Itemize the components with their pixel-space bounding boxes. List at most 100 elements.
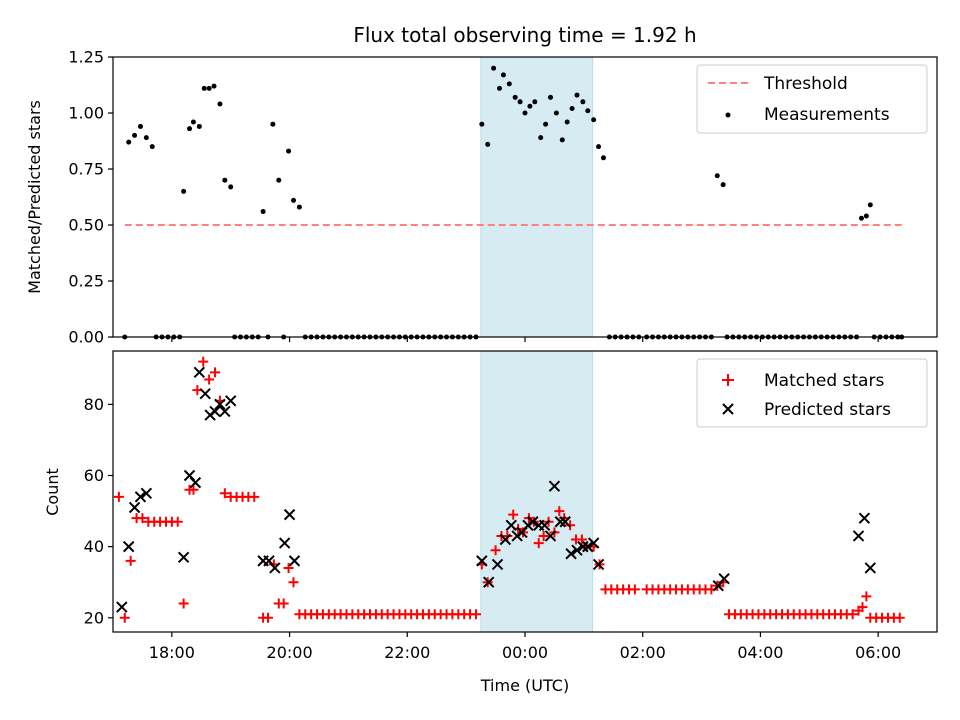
measurement-point bbox=[260, 209, 266, 215]
measurement-point bbox=[496, 85, 502, 91]
measurement-point bbox=[548, 94, 554, 100]
x-tick-label: 22:00 bbox=[384, 643, 430, 662]
y-tick-label: 60 bbox=[84, 466, 104, 485]
measurement-point bbox=[574, 92, 580, 98]
measurement-point bbox=[276, 177, 282, 183]
matched-star-point bbox=[210, 367, 221, 378]
measurement-point bbox=[591, 117, 597, 123]
predicted-star-point bbox=[571, 544, 583, 556]
predicted-star-point bbox=[565, 548, 577, 560]
measurement-point bbox=[217, 101, 223, 107]
predicted-star-point bbox=[214, 398, 226, 411]
x-tick-label: 20:00 bbox=[267, 643, 313, 662]
predicted-star-point bbox=[559, 516, 571, 528]
bottom-highlight-span bbox=[480, 350, 594, 633]
measurement-point bbox=[863, 213, 869, 219]
measurement-point bbox=[149, 144, 155, 150]
measurement-point bbox=[600, 155, 606, 161]
measurement-point bbox=[296, 204, 302, 210]
matched-star-point bbox=[576, 534, 587, 545]
ratio-legend: Threshold Measurements bbox=[696, 64, 928, 134]
measurement-point bbox=[585, 108, 591, 114]
matched-star-point bbox=[554, 506, 565, 517]
count-legend-box bbox=[696, 358, 928, 428]
measurement-point bbox=[137, 123, 143, 129]
matched-star-point bbox=[283, 562, 294, 573]
x-axis-label: Time (UTC) bbox=[480, 676, 569, 695]
measurement-point bbox=[538, 135, 544, 141]
predicted-star-point bbox=[225, 395, 237, 407]
predicted-star-point bbox=[582, 540, 594, 553]
measurement-point bbox=[553, 110, 559, 116]
predicted-star-point bbox=[116, 601, 128, 613]
ratio-y-axis-label: Matched/Predicted stars bbox=[25, 100, 44, 294]
predicted-star-point bbox=[476, 555, 488, 567]
predicted-star-point bbox=[177, 551, 190, 564]
y-tick-label: 1.00 bbox=[68, 104, 104, 123]
measurement-point bbox=[596, 144, 602, 150]
matched-star-point bbox=[178, 598, 189, 609]
matched-star-point bbox=[137, 513, 148, 524]
chart-title: Flux total observing time = 1.92 h bbox=[353, 23, 696, 47]
measurement-point bbox=[181, 188, 187, 194]
matched-star-point bbox=[508, 509, 519, 520]
matched-star-point bbox=[533, 538, 544, 549]
matched-star-point bbox=[125, 555, 136, 566]
matched-star-point bbox=[502, 530, 513, 541]
legend-measurements-swatch bbox=[725, 112, 731, 118]
predicted-star-point bbox=[199, 387, 211, 400]
measurement-point bbox=[580, 99, 586, 105]
measurement-point bbox=[143, 135, 149, 141]
measurement-point bbox=[720, 182, 726, 188]
matched-star-point bbox=[861, 591, 872, 602]
matched-star-point bbox=[278, 598, 289, 609]
matched-star-point bbox=[490, 545, 501, 556]
legend-matched-swatch bbox=[722, 374, 734, 386]
legend-predicted-swatch bbox=[722, 403, 734, 415]
measurement-point bbox=[222, 177, 228, 183]
measurement-point bbox=[858, 215, 864, 221]
ratio-panel: 0.00 0.25 0.50 0.75 1.00 1.25 Matched/Predict… bbox=[25, 48, 938, 347]
legend-threshold-label: Threshold bbox=[763, 74, 848, 94]
predicted-star-point bbox=[554, 516, 567, 528]
measurement-point bbox=[126, 139, 132, 145]
measurement-point bbox=[286, 148, 292, 154]
predicted-star-point bbox=[193, 366, 206, 379]
predicted-star-point bbox=[852, 530, 865, 542]
measurement-point bbox=[714, 173, 720, 179]
measurement-point bbox=[132, 132, 138, 138]
measurement-point bbox=[867, 202, 873, 208]
matched-star-point bbox=[219, 488, 230, 499]
count-legend: Matched stars Predicted stars bbox=[696, 358, 928, 428]
measurement-point bbox=[201, 85, 207, 91]
predicted-star-point bbox=[858, 512, 871, 524]
measurement-point bbox=[491, 65, 497, 71]
predicted-star-point bbox=[283, 508, 296, 521]
predicted-star-point bbox=[499, 533, 512, 546]
predicted-star-point bbox=[122, 540, 135, 553]
matched-star-point bbox=[119, 612, 130, 623]
ratio-legend-box bbox=[696, 64, 928, 134]
count-marks bbox=[113, 356, 905, 623]
predicted-star-point bbox=[134, 491, 147, 503]
x-tick-label: 06:00 bbox=[855, 643, 901, 662]
measurement-point bbox=[211, 83, 217, 89]
matched-star-point bbox=[249, 491, 260, 502]
predicted-star-point bbox=[278, 537, 291, 549]
matched-star-point bbox=[262, 612, 273, 623]
matched-star-point bbox=[847, 609, 858, 620]
y-tick-label: 1.25 bbox=[68, 48, 104, 67]
matched-star-point bbox=[470, 609, 481, 620]
measurement-point bbox=[479, 121, 485, 127]
measurement-point bbox=[206, 85, 212, 91]
matched-star-point bbox=[188, 484, 199, 495]
y-tick-label: 0.75 bbox=[68, 160, 104, 179]
predicted-star-point bbox=[491, 558, 504, 571]
y-tick-label: 0.50 bbox=[68, 216, 104, 235]
measurement-point bbox=[190, 119, 196, 125]
matched-star-point bbox=[629, 584, 640, 595]
y-tick-label: 0.25 bbox=[68, 272, 104, 291]
y-tick-label: 0.00 bbox=[68, 328, 104, 347]
count-panel: 20 40 60 80 18:00 20:00 22:00 00:00 02:00 04:00 0… bbox=[43, 350, 938, 695]
